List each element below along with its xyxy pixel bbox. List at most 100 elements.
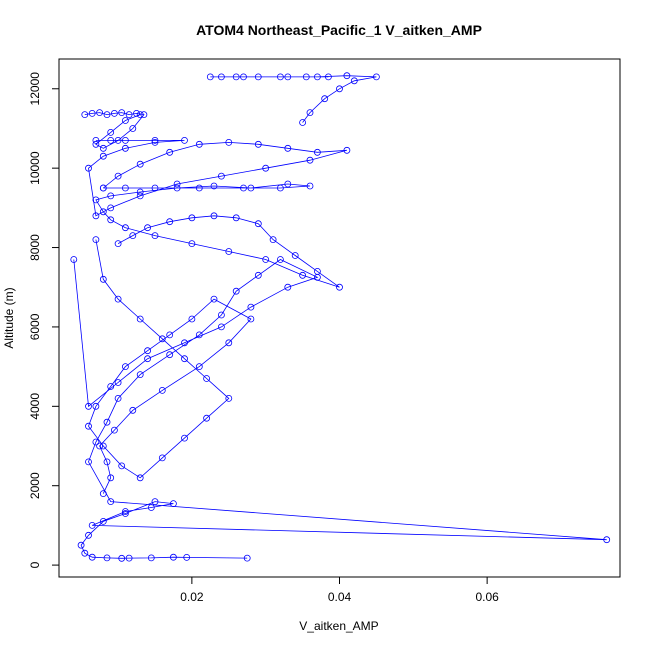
data-point xyxy=(324,73,332,81)
data-point xyxy=(136,111,144,118)
data-point xyxy=(151,498,159,506)
data-point xyxy=(85,458,92,466)
data-point xyxy=(284,180,292,188)
data-point xyxy=(136,474,144,482)
data-point xyxy=(136,315,144,323)
data-point xyxy=(195,184,203,192)
data-point xyxy=(99,152,107,160)
data-point xyxy=(232,73,240,81)
data-point xyxy=(133,110,140,117)
data-point xyxy=(232,287,240,295)
data-point xyxy=(92,402,100,410)
series-2-line xyxy=(88,239,252,494)
data-point xyxy=(122,508,129,515)
y-axis-label: Altitude (m) xyxy=(2,287,16,348)
series-layer xyxy=(70,72,611,562)
data-point xyxy=(96,109,103,116)
data-point xyxy=(276,256,284,263)
data-point xyxy=(225,138,233,146)
data-point xyxy=(122,117,129,124)
data-point xyxy=(99,144,107,152)
data-point xyxy=(144,224,152,232)
y-axis: 0 2000 4000 6000 8000 10000 12000 xyxy=(28,72,60,568)
data-point xyxy=(158,335,166,343)
data-point xyxy=(183,554,191,561)
data-point xyxy=(284,144,292,152)
data-point xyxy=(114,240,122,248)
data-point xyxy=(210,182,218,190)
data-point xyxy=(99,208,107,216)
data-point xyxy=(269,236,277,244)
x-axis-label: V_aitken_AMP xyxy=(299,619,378,633)
data-point xyxy=(343,72,351,80)
data-point xyxy=(99,518,107,525)
data-point xyxy=(77,541,85,549)
data-point xyxy=(158,386,166,394)
data-point xyxy=(129,406,137,414)
data-point xyxy=(151,136,159,144)
data-point xyxy=(195,363,203,371)
data-point xyxy=(166,218,174,226)
data-point xyxy=(111,426,118,434)
data-point xyxy=(114,295,122,303)
data-point xyxy=(247,184,255,192)
data-point xyxy=(203,414,211,422)
x-tick-label: 0.02 xyxy=(180,590,204,604)
data-point xyxy=(122,510,129,517)
data-point xyxy=(99,490,107,498)
data-point xyxy=(92,212,100,220)
data-point xyxy=(140,111,148,118)
data-point xyxy=(125,554,133,562)
data-point xyxy=(99,442,107,450)
data-point xyxy=(217,73,225,81)
data-point xyxy=(70,256,78,263)
data-point xyxy=(195,331,203,339)
data-point xyxy=(114,394,122,402)
data-point xyxy=(107,474,115,482)
data-point xyxy=(173,184,181,192)
data-point xyxy=(372,73,380,81)
data-point xyxy=(122,136,129,144)
data-point xyxy=(306,109,314,116)
data-point xyxy=(85,164,92,172)
data-point xyxy=(321,95,329,103)
data-point xyxy=(103,458,111,466)
data-point xyxy=(99,184,107,192)
data-point xyxy=(276,184,284,192)
data-point xyxy=(129,125,137,132)
data-point xyxy=(225,394,233,402)
data-point xyxy=(210,295,218,303)
data-point xyxy=(85,422,92,430)
data-point xyxy=(122,184,129,192)
y-tick-label: 4000 xyxy=(28,393,42,420)
y-tick-label: 0 xyxy=(28,561,42,568)
data-point xyxy=(88,110,96,117)
data-point xyxy=(254,271,262,279)
data-point xyxy=(147,504,155,511)
data-point xyxy=(144,355,152,363)
data-point xyxy=(181,339,188,347)
data-point xyxy=(136,192,144,200)
data-point xyxy=(147,554,155,562)
data-point xyxy=(343,146,351,154)
data-point xyxy=(122,224,129,232)
data-point xyxy=(217,311,225,319)
y-tick-label: 2000 xyxy=(28,472,42,499)
data-point xyxy=(81,549,89,557)
data-point xyxy=(336,283,343,291)
data-point xyxy=(118,554,126,562)
data-point xyxy=(136,160,144,168)
x-tick-label: 0.06 xyxy=(475,590,499,604)
data-point xyxy=(254,140,262,148)
data-point xyxy=(88,522,96,529)
y-tick-label: 12000 xyxy=(28,72,42,106)
data-point xyxy=(313,148,321,156)
data-point xyxy=(254,73,262,81)
data-point xyxy=(99,275,107,283)
data-point xyxy=(92,140,100,148)
data-point xyxy=(122,144,129,152)
data-point xyxy=(188,214,196,222)
data-point xyxy=(313,73,321,81)
data-point xyxy=(92,196,100,204)
data-point xyxy=(284,73,292,81)
